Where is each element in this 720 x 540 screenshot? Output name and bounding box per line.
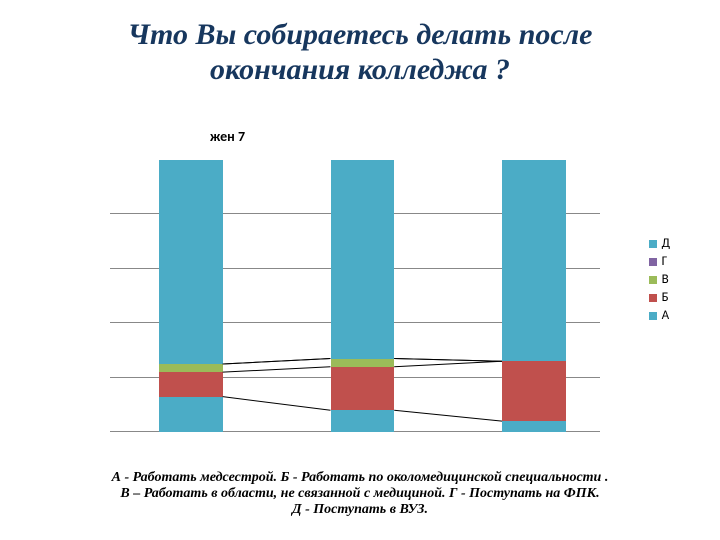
plot-area (110, 160, 600, 432)
title-line-1: Что Вы собираетесь делать после (128, 18, 593, 51)
legend-label: Б (662, 290, 669, 305)
bar (331, 160, 395, 432)
caption-line-2: В – Работать в области, не связанной с м… (120, 486, 599, 501)
bar-segment-Д (502, 160, 566, 361)
bar-segment-Д (159, 160, 223, 364)
bar-segment-В (159, 364, 223, 372)
chart: жен 7 ДГВБА (30, 128, 690, 438)
legend-item-В: В (649, 272, 670, 287)
legend-swatch (649, 294, 657, 302)
legend-label: Г (662, 254, 668, 269)
bar-segment-Б (502, 361, 566, 421)
caption-line-3: Д - Поступать в ВУЗ. (292, 502, 428, 517)
bars (110, 160, 600, 432)
bar (502, 160, 566, 432)
legend: ДГВБА (649, 233, 670, 326)
title-line-2: окончания колледжа ? (210, 53, 510, 86)
caption: А - Работать медсестрой. Б - Работать по… (30, 470, 690, 518)
legend-item-Г: Г (649, 254, 670, 269)
bar-segment-А (502, 421, 566, 432)
slide-title: Что Вы собираетесь делать после окончани… (30, 18, 690, 87)
legend-swatch (649, 240, 657, 248)
bar (159, 160, 223, 432)
legend-label: В (662, 272, 669, 287)
legend-label: Д (662, 236, 670, 251)
chart-inner-title: жен 7 (210, 128, 245, 145)
legend-item-Д: Д (649, 236, 670, 251)
legend-label: А (662, 308, 670, 323)
legend-item-А: А (649, 308, 670, 323)
bar-segment-В (331, 359, 395, 367)
slide: Что Вы собираетесь делать после окончани… (0, 0, 720, 540)
legend-swatch (649, 312, 657, 320)
caption-line-1: А - Работать медсестрой. Б - Работать по… (112, 470, 609, 485)
legend-item-Б: Б (649, 290, 670, 305)
bar-segment-Б (159, 372, 223, 396)
bar-segment-А (331, 410, 395, 432)
legend-swatch (649, 276, 657, 284)
legend-swatch (649, 258, 657, 266)
bar-segment-А (159, 397, 223, 432)
bar-segment-Б (331, 367, 395, 411)
bar-segment-Д (331, 160, 395, 359)
